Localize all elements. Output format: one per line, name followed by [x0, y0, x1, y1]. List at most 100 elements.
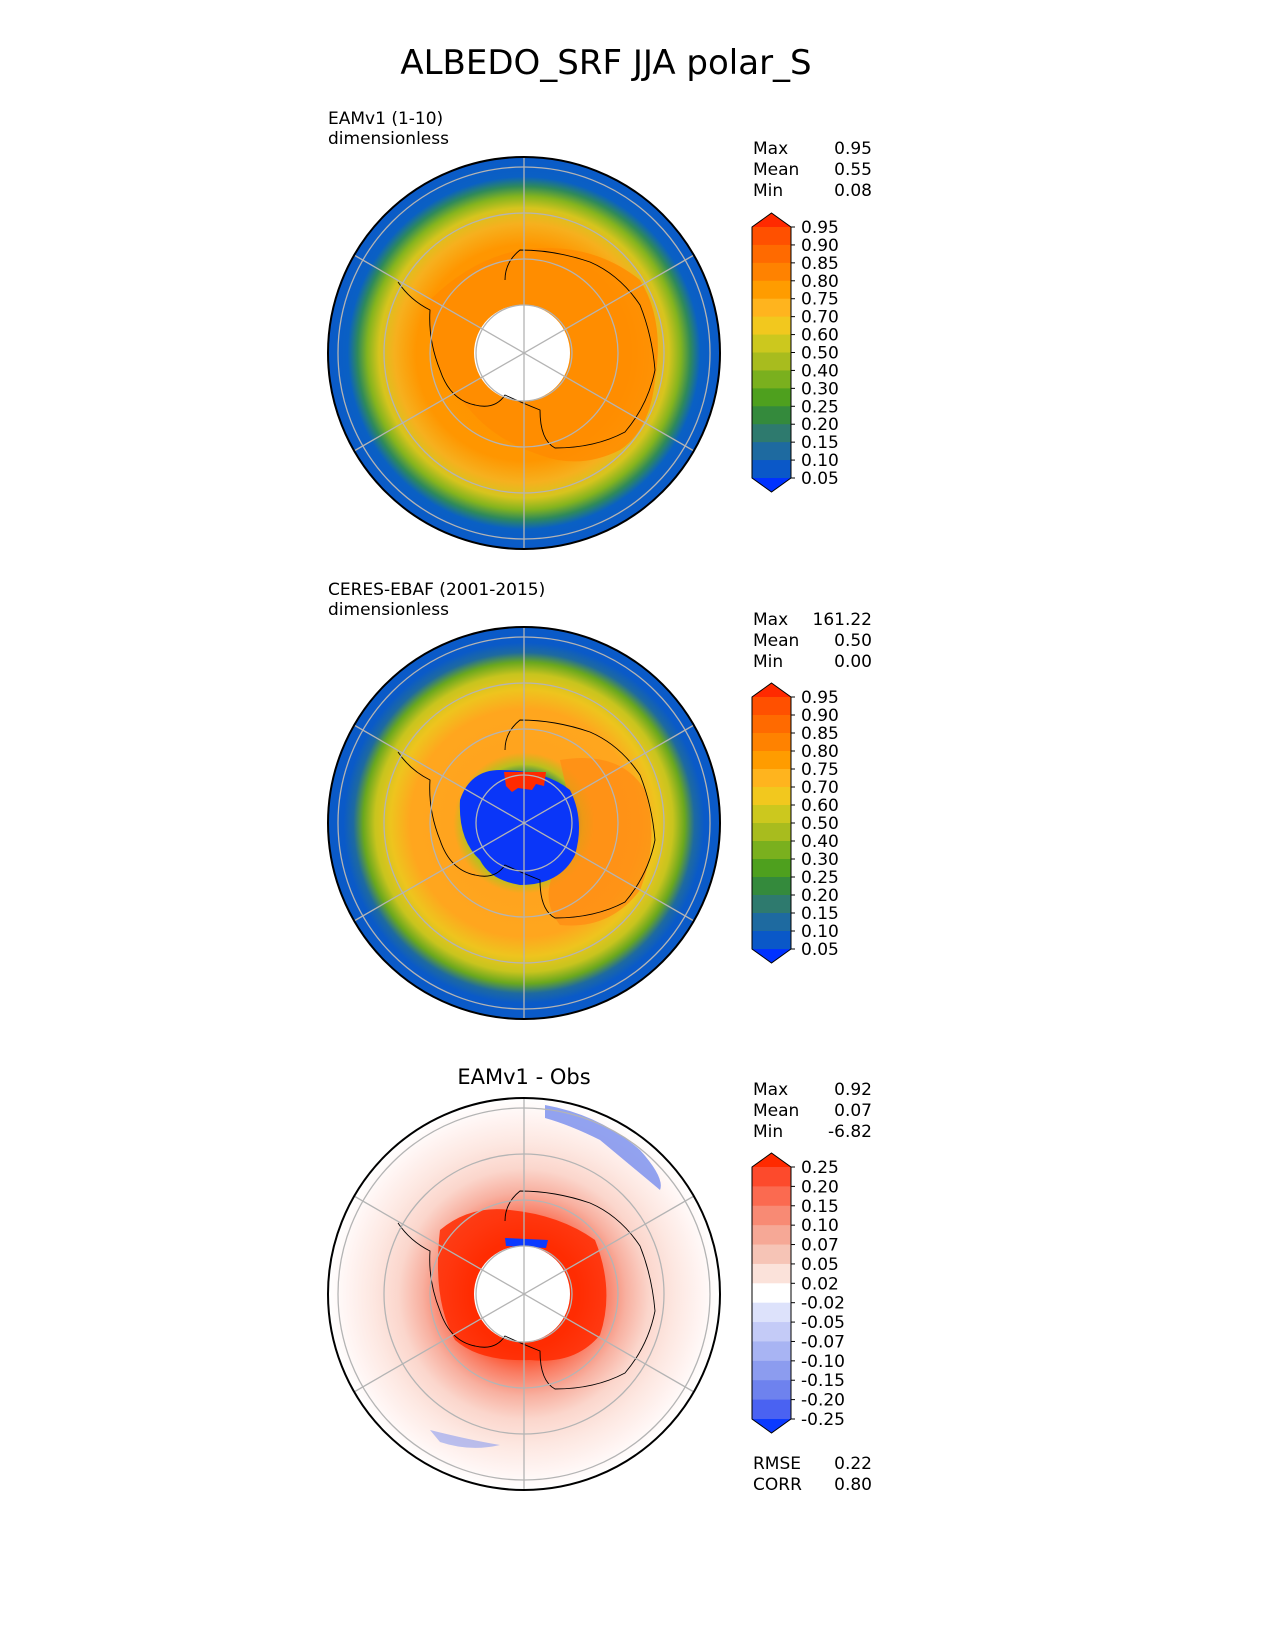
panel-1-missing-data [474, 305, 570, 401]
colorbar-tick-label: 0.80 [801, 272, 839, 292]
colorbar-tick-label: 0.25 [801, 1158, 839, 1178]
colorbar-cell [752, 751, 791, 770]
colorbar-tick-label: 0.15 [801, 904, 839, 924]
stat-label: Mean [753, 1101, 799, 1121]
colorbar-extend-min [752, 478, 791, 492]
colorbar-tick-label: 0.95 [801, 218, 839, 238]
colorbar-cell [752, 262, 791, 282]
stat-value: -6.82 [828, 1122, 872, 1142]
colorbar-tick-label: 0.20 [801, 415, 839, 435]
colorbar-cell [752, 895, 791, 914]
metric-label: CORR [753, 1475, 802, 1495]
metric-value: 0.80 [834, 1475, 872, 1495]
panel-1-boundary [327, 156, 721, 550]
panel-2-colorbar: 0.950.900.850.800.750.700.600.500.400.30… [751, 682, 839, 964]
colorbar-cell [752, 823, 791, 842]
colorbar-cell [752, 424, 791, 443]
colorbar-cell [752, 370, 791, 389]
colorbar-tick-label: 0.30 [801, 379, 839, 399]
stat-value: 0.00 [834, 652, 872, 672]
colorbar-extend-max [752, 683, 791, 697]
colorbar-cell [752, 1302, 791, 1323]
colorbar-extend-min [752, 1419, 791, 1433]
stat-label: Min [753, 652, 783, 672]
colorbar-tick-label: 0.20 [801, 1177, 839, 1197]
colorbar-cell [752, 1263, 791, 1284]
colorbar-cell [752, 787, 791, 806]
stat-value: 0.95 [834, 139, 872, 159]
colorbar-cell [752, 1225, 791, 1246]
panel-1-units: dimensionless [328, 129, 449, 149]
panel-3-missing-data [474, 1246, 570, 1342]
colorbar-cell [752, 1244, 791, 1265]
colorbar-cell [752, 931, 791, 950]
colorbar-cell [752, 877, 791, 896]
stat-label: Min [753, 181, 783, 201]
stat-value: 0.55 [834, 160, 872, 180]
colorbar-tick-label: -0.20 [801, 1391, 845, 1411]
stat-label: Mean [753, 160, 799, 180]
colorbar-cell [752, 334, 791, 354]
colorbar-tick-label: -0.10 [801, 1352, 845, 1372]
colorbar-cell [752, 1322, 791, 1343]
panel-2-red-patch [504, 772, 546, 792]
colorbar-cell [752, 1283, 791, 1304]
colorbar-tick-label: 0.90 [801, 706, 839, 726]
colorbar-tick-label: -0.05 [801, 1313, 845, 1333]
colorbar-cell [752, 460, 791, 479]
colorbar-extend-max [752, 213, 791, 227]
colorbar-cell [752, 805, 791, 824]
panel-2: CERES-EBAF (2001-2015) dimensionless Max… [327, 580, 872, 1020]
colorbar-cell [752, 316, 791, 336]
colorbar-tick-label: 0.70 [801, 778, 839, 798]
panel-1-graticule [337, 157, 711, 549]
panel-3-graticule [337, 1098, 711, 1490]
panel-3-stats: Max 0.92 Mean 0.07 Min -6.82 [753, 1080, 872, 1142]
colorbar-cell [752, 1186, 791, 1207]
stat-label: Max [753, 610, 788, 630]
colorbar-tick-label: 0.05 [801, 940, 839, 960]
stat-label: Max [753, 139, 788, 159]
panel-3: EAMv1 - Obs Max 0.92 Mean 0. [327, 1065, 872, 1495]
colorbar-cell [752, 1167, 791, 1187]
colorbar-tick-label: 0.70 [801, 308, 839, 328]
colorbar-cell [752, 388, 791, 407]
metric-value: 0.22 [834, 1454, 872, 1474]
stat-value: 0.50 [834, 631, 872, 651]
stat-label: Max [753, 1080, 788, 1100]
colorbar-extend-max [752, 1153, 791, 1167]
colorbar-tick-label: 0.85 [801, 724, 839, 744]
panel-2-graticule [337, 627, 711, 1019]
panel-2-coastline [397, 719, 656, 919]
panel-3-boundary [327, 1097, 721, 1491]
colorbar-tick-label: 0.25 [801, 868, 839, 888]
colorbar-tick-label: 0.07 [801, 1236, 839, 1256]
panel-1: EAMv1 (1-10) dimensionless Max 0.95 Mean… [327, 109, 872, 550]
panel-2-boundary [327, 626, 721, 1020]
figure-title: ALBEDO_SRF JJA polar_S [400, 43, 811, 83]
panel-3-coastline [397, 1190, 656, 1390]
stat-value: 0.92 [834, 1080, 872, 1100]
colorbar-cell [752, 769, 791, 788]
colorbar-tick-label: 0.40 [801, 361, 839, 381]
colorbar-tick-label: 0.05 [801, 1255, 839, 1275]
stat-value: 0.08 [834, 181, 872, 201]
colorbar-tick-label: 0.05 [801, 469, 839, 489]
colorbar-extend-min [752, 949, 791, 963]
colorbar-tick-label: 0.75 [801, 760, 839, 780]
colorbar-tick-label: 0.15 [801, 433, 839, 453]
stat-value: 161.22 [813, 610, 872, 630]
colorbar-cell [752, 733, 791, 752]
panel-3-colorbar: 0.250.200.150.100.070.050.02-0.02-0.05-0… [751, 1152, 845, 1434]
colorbar-cell [752, 280, 791, 300]
colorbar-cell [752, 352, 791, 372]
panel-3-metrics: RMSE 0.22 CORR 0.80 [753, 1454, 872, 1495]
panel-1-stats: Max 0.95 Mean 0.55 Min 0.08 [753, 139, 872, 201]
panel-2-ice-sheet [548, 758, 652, 926]
stat-label: Mean [753, 631, 799, 651]
panel-3-negative-bias-south [430, 1430, 500, 1448]
panel-2-stats: Max 161.22 Mean 0.50 Min 0.00 [753, 610, 872, 672]
colorbar-tick-label: 0.10 [801, 922, 839, 942]
panel-3-negative-patch [505, 1238, 548, 1248]
